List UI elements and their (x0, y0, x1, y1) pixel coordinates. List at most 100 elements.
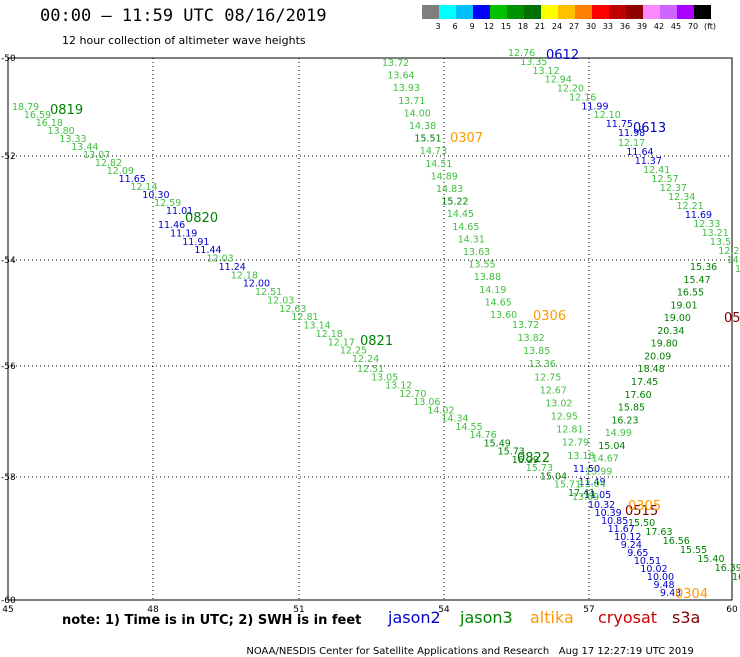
colorbar-label: 33 (602, 22, 614, 31)
colorbar-label: (ft) (703, 22, 717, 31)
wave-height-value: 14.00 (404, 108, 431, 119)
wave-height-value: 13.93 (393, 83, 420, 94)
wave-height-value: 12.67 (540, 385, 567, 396)
wave-height-value: 19.80 (651, 339, 678, 350)
colorbar-label: 30 (585, 22, 597, 31)
legend-jason2: jason2 (388, 608, 441, 627)
wave-height-value: 13.72 (382, 58, 409, 69)
colorbar-swatch (575, 5, 592, 19)
track-time-label: 0515 (625, 504, 658, 519)
colorbar-label: 27 (568, 22, 580, 31)
wave-height-value: 16.18 (36, 118, 63, 129)
wave-height-value: 13.04 (579, 479, 606, 490)
wave-height-value: 12.79 (562, 438, 589, 449)
wave-height-value: 11.46 (158, 220, 185, 231)
wave-height-value: 17.41 (568, 488, 595, 499)
x-tick-label: 60 (726, 605, 738, 615)
wave-height-value: 13.60 (490, 310, 517, 321)
wave-height-value: 9.43 (660, 588, 681, 599)
wave-height-value: 16.29 (512, 455, 539, 466)
wave-height-value: 10.30 (142, 190, 169, 201)
wave-height-value: 12.03 (207, 254, 234, 265)
wave-height-value: 20.34 (657, 326, 684, 337)
wave-height-value: 16.56 (663, 536, 690, 547)
wave-height-value: 12.20 (557, 84, 584, 95)
wave-height-colorbar (422, 5, 711, 19)
wave-height-value: 11.67 (608, 524, 635, 535)
wave-height-value: 17.60 (624, 390, 651, 401)
wave-height-value: 15.36 (690, 262, 717, 273)
track-time-label: 0819 (50, 103, 83, 118)
colorbar-swatch (473, 5, 490, 19)
colorbar-swatch (456, 5, 473, 19)
wave-height-value: 12.16 (569, 92, 596, 103)
wave-height-value: 15.49 (484, 438, 511, 449)
wave-height-value: 15.40 (697, 554, 724, 565)
wave-height-value: 13.05 (371, 372, 398, 383)
colorbar-label: 39 (636, 22, 648, 31)
wave-height-value: 9.65 (627, 548, 648, 559)
legend-jason3: jason3 (460, 608, 513, 627)
colorbar-label: 36 (619, 22, 631, 31)
wave-height-value: 14.38 (409, 121, 436, 132)
footer-agency: NOAA/NESDIS Center for Satellite Applica… (246, 646, 550, 657)
wave-height-value: 12.81 (291, 312, 318, 323)
wave-height-value: 11.99 (581, 101, 608, 112)
wave-height-value: 13.21 (702, 228, 729, 239)
wave-height-value: 11.37 (635, 156, 662, 167)
colorbar-label: 18 (517, 22, 529, 31)
x-tick-label: 45 (2, 605, 13, 615)
wave-height-value: 13.02 (545, 398, 572, 409)
wave-height-value: 14.51 (425, 159, 452, 170)
colorbar-swatch (490, 5, 507, 19)
wave-height-value: 10.12 (614, 532, 641, 543)
wave-height-value: 16.59 (24, 110, 51, 121)
wave-height-value: 12.63 (279, 304, 306, 315)
wave-height-value: 14.76 (470, 430, 497, 441)
wave-height-value: 13.44 (71, 142, 98, 153)
wave-height-value: 16.23 (611, 415, 638, 426)
wave-height-value: 16.55 (677, 288, 704, 299)
x-tick-label: 57 (583, 605, 594, 615)
wave-height-value: 13.71 (398, 96, 425, 107)
wave-height-value: 15.73 (526, 463, 553, 474)
track-time-label: 0612 (546, 48, 579, 63)
colorbar-swatch (677, 5, 694, 19)
wave-height-value: 12.94 (545, 75, 572, 86)
wave-height-value: 14.65 (485, 297, 512, 308)
wave-height-value: 14.34 (441, 414, 468, 425)
wave-height-value: 12.2 (718, 246, 739, 257)
wave-height-value: 11.24 (219, 262, 246, 273)
wave-height-value: 14.73 (420, 146, 447, 157)
colorbar-swatch (609, 5, 626, 19)
wave-height-value: 13.07 (83, 150, 110, 161)
wave-height-value: 13.80 (48, 126, 75, 137)
wave-height-value: 12.34 (668, 192, 695, 203)
wave-height-value: 12.21 (677, 201, 704, 212)
wave-height-value: 12.14 (130, 182, 157, 193)
wave-height-value: 12.03 (267, 295, 294, 306)
wave-height-value: 13.64 (387, 71, 414, 82)
map-title: 00:00 – 11:59 UTC 08/16/2019 (40, 6, 327, 26)
wave-height-value: 18.79 (12, 102, 39, 113)
track-time-label: 0304 (675, 587, 708, 602)
x-tick-label: 48 (147, 605, 159, 615)
wave-height-value: 13.69 (572, 492, 599, 503)
wave-height-value: 13.55 (468, 260, 495, 271)
units-note: note: 1) Time is in UTC; 2) SWH is in fe… (62, 613, 362, 628)
wave-height-value: 14.3 (727, 255, 740, 266)
colorbar-swatch (439, 5, 456, 19)
wave-height-value: 16.39 (715, 563, 740, 574)
track-time-label: 05 (724, 311, 740, 326)
wave-height-value: 14.31 (458, 234, 485, 245)
wave-height-value: 12.70 (399, 389, 426, 400)
wave-height-value: 14.83 (436, 184, 463, 195)
wave-height-value: 19.00 (664, 313, 691, 324)
colorbar-swatch (558, 5, 575, 19)
wave-height-value: 14.02 (427, 405, 454, 416)
colorbar-label: 70 (687, 22, 699, 31)
colorbar-label: 9 (469, 22, 475, 31)
wave-height-value: 11.98 (618, 128, 645, 139)
wave-height-value: 15.22 (441, 197, 468, 208)
wave-height-value: 17.45 (631, 377, 658, 388)
